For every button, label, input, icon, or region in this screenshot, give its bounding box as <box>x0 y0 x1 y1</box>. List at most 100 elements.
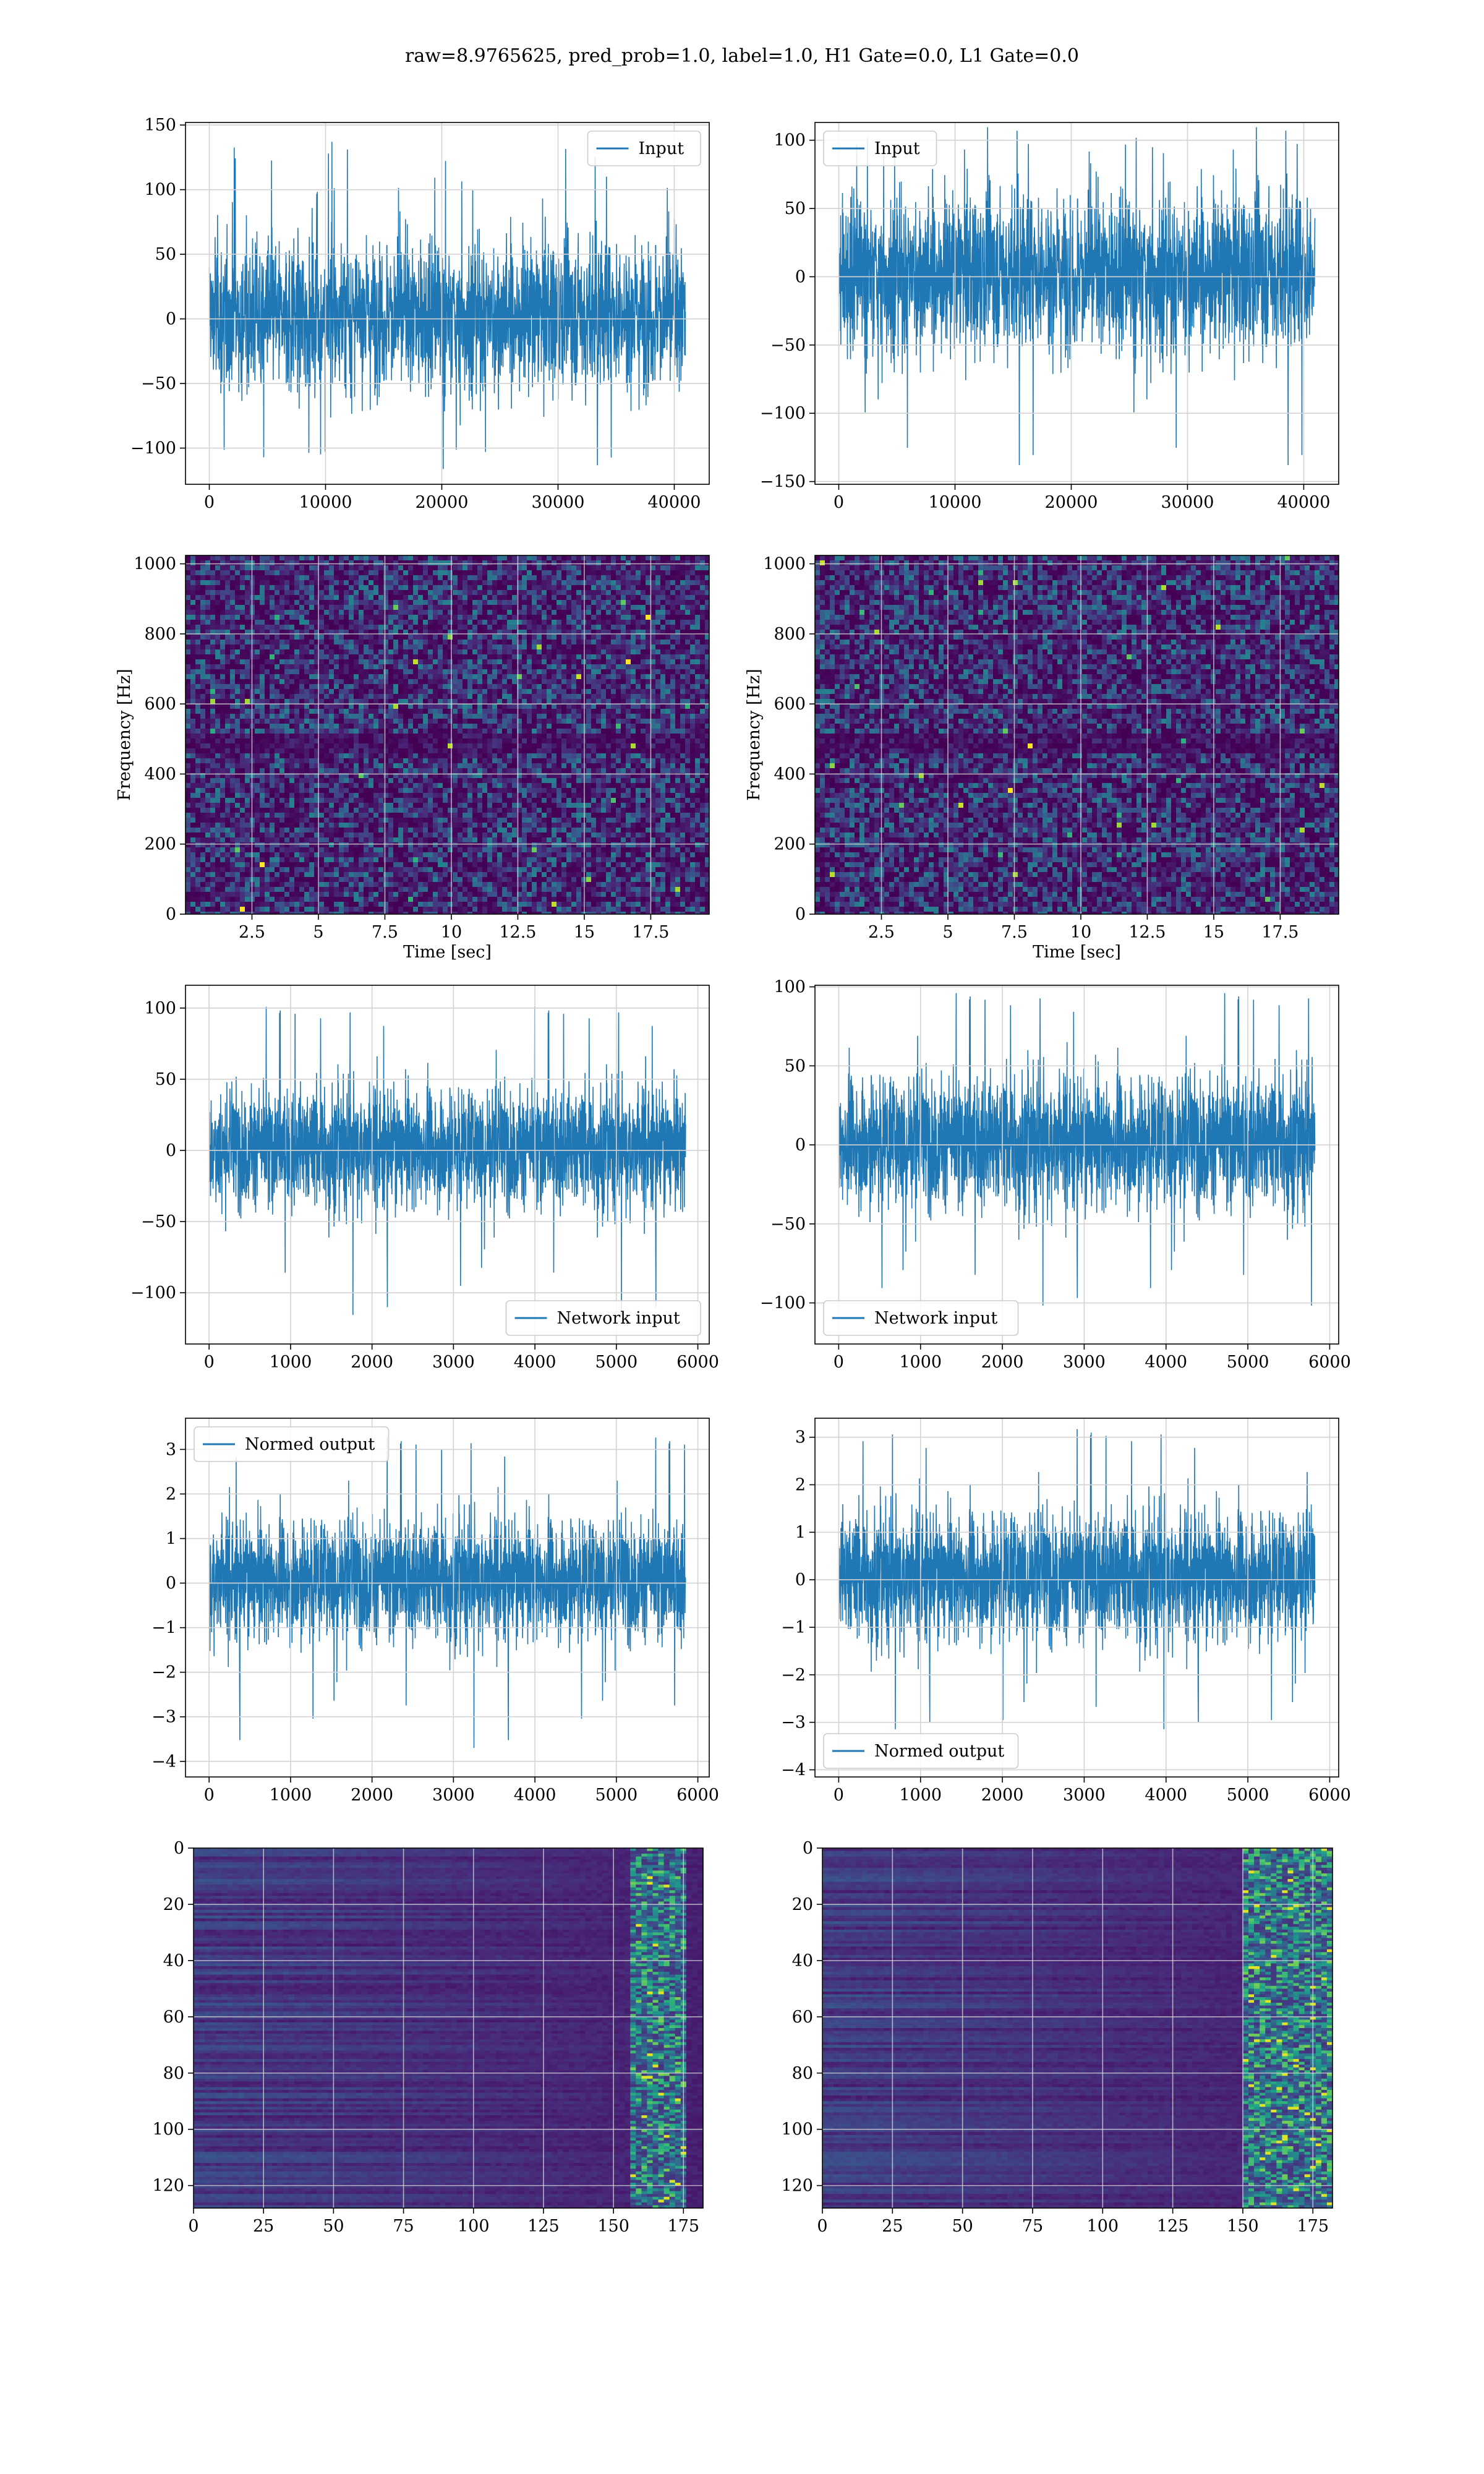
x-tick-label: 3000 <box>432 1786 475 1805</box>
axes-frame <box>814 1418 1339 1778</box>
x-tick-label: 175 <box>1297 2217 1329 2236</box>
y-tick-label: 600 <box>144 695 176 714</box>
x-tick-label: 7.5 <box>1001 923 1028 942</box>
legend-box <box>505 1300 701 1336</box>
x-tick-label: 125 <box>1157 2217 1189 2236</box>
y-tick-label: −50 <box>141 374 176 393</box>
x-tick-label: 20000 <box>416 493 469 512</box>
x-tick-label: 17.5 <box>1261 923 1298 942</box>
heatmap-image <box>822 1848 1333 2208</box>
y-tick-label: 400 <box>774 764 806 784</box>
x-tick-label: 5000 <box>595 1786 638 1805</box>
legend: Input <box>823 131 937 166</box>
x-axis-label: Time [sec] <box>1033 943 1121 962</box>
y-tick-label: −100 <box>760 404 806 423</box>
y-tick-label: 0 <box>166 1141 176 1160</box>
x-tick-label: 10 <box>441 923 462 942</box>
legend-label: Input <box>639 139 684 158</box>
y-tick-label: −2 <box>151 1663 176 1682</box>
y-tick-label: 2 <box>166 1484 176 1504</box>
x-tick-label: 25 <box>882 2217 903 2236</box>
y-tick-label: 1 <box>166 1530 176 1549</box>
x-tick-label: 0 <box>834 1786 844 1805</box>
y-tick-label: 20 <box>163 1895 184 1914</box>
x-tick-label: 4000 <box>514 1353 556 1372</box>
y-tick-label: 0 <box>795 1570 806 1590</box>
heatmap-image <box>186 555 709 914</box>
y-tick-label: 0 <box>174 1839 184 1858</box>
x-tick-label: 30000 <box>1161 493 1214 512</box>
y-tick-label: 100 <box>144 181 176 200</box>
series-line-input <box>208 142 686 469</box>
y-tick-label: 150 <box>144 116 176 135</box>
axes-frame <box>185 985 710 1345</box>
axes-frame <box>814 122 1339 485</box>
legend: Normed output <box>194 1426 390 1462</box>
legend: Input <box>587 131 701 166</box>
legend-label: Normed output <box>874 1742 1004 1761</box>
y-tick-label: 50 <box>155 1070 176 1089</box>
subplot-row3-right: 0 1000 2000 3000 4000 5000 6000 −100 −50 0 50 100 Ne… <box>760 978 1351 1372</box>
x-tick-label: 12.5 <box>1128 923 1166 942</box>
x-tick-label: 2000 <box>351 1786 393 1805</box>
legend-box <box>587 131 701 166</box>
x-tick-label: 0 <box>834 1353 844 1372</box>
x-tick-label: 1000 <box>270 1786 312 1805</box>
subplot-row2-left: 2.5 5 7.5 10 12.5 15 17.5 0 200 400 600 800 1000 Time… <box>115 555 710 962</box>
y-tick-label: 60 <box>792 2008 813 2027</box>
legend-box <box>194 1426 390 1462</box>
y-tick-label: 40 <box>163 1951 184 1971</box>
x-tick-label: 10000 <box>299 493 352 512</box>
y-tick-label: 80 <box>163 2064 184 2083</box>
y-tick-label: 80 <box>792 2064 813 2083</box>
x-tick-label: 0 <box>834 493 844 512</box>
y-tick-label: 800 <box>144 625 176 644</box>
x-tick-label: 6000 <box>1308 1786 1351 1805</box>
y-tick-label: 0 <box>795 267 806 286</box>
y-tick-label: 120 <box>152 2177 184 2196</box>
series-line-input <box>838 127 1316 466</box>
legend: Network input <box>505 1300 701 1336</box>
y-tick-label: −50 <box>141 1212 176 1231</box>
legend-label: Network input <box>557 1309 680 1328</box>
x-tick-label: 0 <box>204 1353 215 1372</box>
legend: Network input <box>823 1300 1019 1336</box>
x-tick-label: 50 <box>323 2217 344 2236</box>
y-tick-label: 200 <box>144 835 176 854</box>
x-tick-label: 12.5 <box>499 923 536 942</box>
axes-frame <box>185 1418 710 1778</box>
subplot-row4-right: 0 1000 2000 3000 4000 5000 6000 −4 −3 −2 −1 0 1 2 3 Nor… <box>781 1418 1351 1805</box>
x-tick-label: 3000 <box>432 1353 475 1372</box>
y-tick-label: −4 <box>151 1752 176 1771</box>
x-tick-label: 5000 <box>1227 1353 1269 1372</box>
x-tick-label: 0 <box>188 2217 198 2236</box>
y-axis-label: Frequency [Hz] <box>115 669 134 800</box>
subplot-row4-left: 0 1000 2000 3000 4000 5000 6000 −4 −3 −2 −1 0 1 2 3 Nor… <box>151 1418 719 1805</box>
x-tick-label: 75 <box>1022 2217 1043 2236</box>
subplot-row2-right: 2.5 5 7.5 10 12.5 15 17.5 0 200 400 600 800 1000 Time… <box>744 555 1339 962</box>
y-tick-label: 0 <box>166 310 176 329</box>
y-tick-label: 100 <box>774 131 806 150</box>
x-tick-label: 4000 <box>1145 1786 1187 1805</box>
x-tick-label: 7.5 <box>372 923 398 942</box>
x-tick-label: 30000 <box>532 493 585 512</box>
series-line-normed-output <box>838 1429 1316 1729</box>
x-tick-label: 0 <box>204 1786 215 1805</box>
axes-frame <box>193 1847 704 2209</box>
x-axis-label: Time [sec] <box>403 943 492 962</box>
y-tick-label: 1000 <box>134 555 176 574</box>
y-tick-label: −150 <box>760 473 806 492</box>
y-tick-label: 3 <box>166 1440 176 1459</box>
y-tick-label: 2 <box>795 1476 806 1495</box>
x-tick-label: 25 <box>253 2217 274 2236</box>
y-tick-label: −50 <box>770 1215 806 1234</box>
y-tick-label: −3 <box>151 1708 176 1727</box>
legend-label: Network input <box>874 1309 997 1328</box>
y-tick-label: 20 <box>792 1895 813 1914</box>
x-tick-label: 20000 <box>1045 493 1098 512</box>
x-tick-label: 2000 <box>981 1786 1024 1805</box>
x-tick-label: 0 <box>204 493 215 512</box>
y-tick-label: 3 <box>795 1428 806 1447</box>
y-tick-label: 0 <box>795 905 806 924</box>
